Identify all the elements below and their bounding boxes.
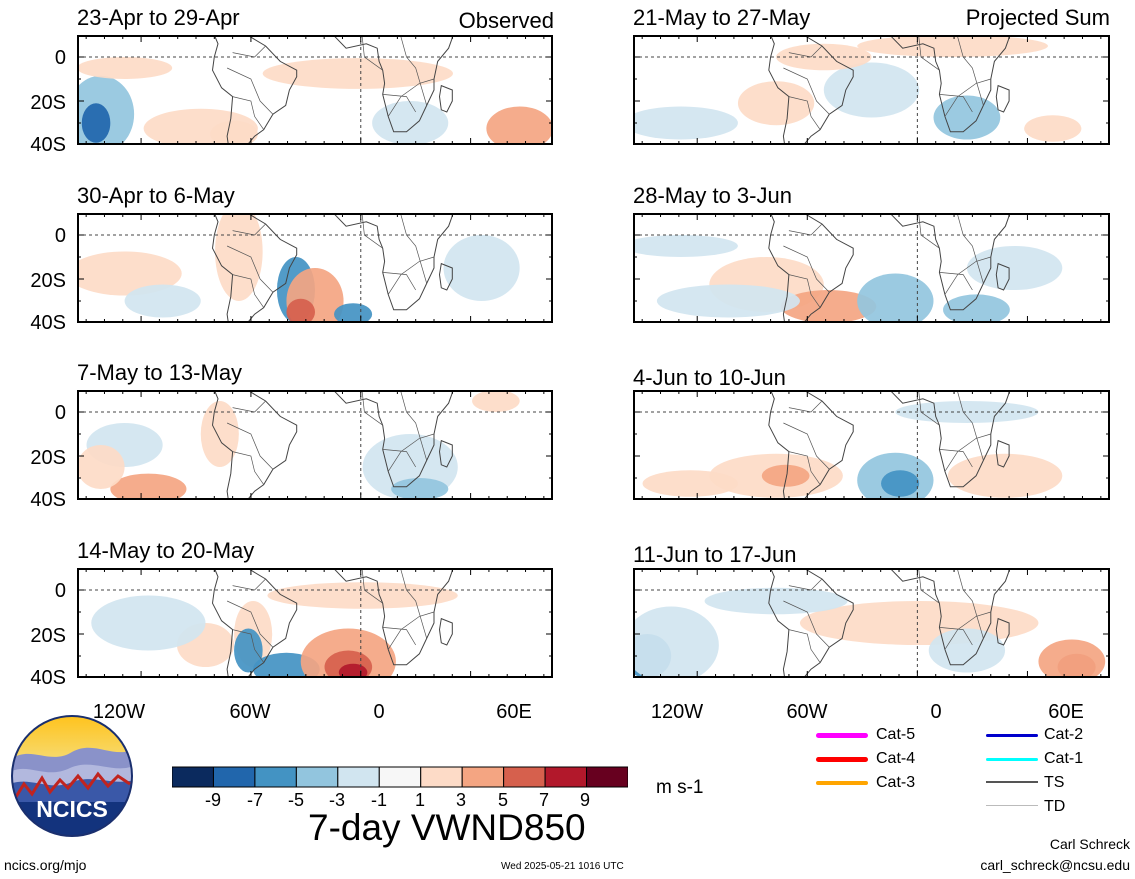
colorbar-swatch bbox=[254, 766, 297, 788]
colorbar-tick-label: 9 bbox=[579, 790, 590, 810]
colorbar-tick-label: 1 bbox=[414, 790, 425, 810]
legend-line-ts bbox=[986, 781, 1038, 783]
colorbar-tick-label: -5 bbox=[287, 790, 304, 810]
colorbar-swatch bbox=[461, 766, 505, 788]
legend-label-cat5: Cat-5 bbox=[876, 726, 916, 743]
legend-label-cat1: Cat-1 bbox=[1044, 750, 1084, 767]
panel-tag-observed: Observed bbox=[458, 8, 554, 33]
legend-line-td bbox=[986, 805, 1038, 806]
lat-label: 20S bbox=[30, 447, 66, 469]
legend-label-cat2: Cat-2 bbox=[1044, 726, 1084, 743]
map-panel-1 bbox=[77, 35, 553, 145]
colorbar-tick-label: -9 bbox=[204, 790, 221, 810]
legend-label-cat3: Cat-3 bbox=[876, 774, 916, 791]
logo-text: NCICS bbox=[36, 796, 108, 822]
lon-label: 60E bbox=[1048, 701, 1084, 723]
colorbar-tick-label: -1 bbox=[370, 790, 387, 810]
colorbar-swatch bbox=[420, 766, 463, 788]
footer-timestamp: Wed 2025-05-21 1016 UTC bbox=[501, 861, 624, 872]
legend-line-cat4 bbox=[816, 757, 868, 762]
panel-title: 14-May to 20-May bbox=[77, 538, 255, 563]
panel-title: 23-Apr to 29-Apr bbox=[77, 5, 240, 30]
colorbar-swatch bbox=[586, 766, 628, 788]
legend-line-cat2 bbox=[986, 734, 1038, 737]
legend-label-ts: TS bbox=[1044, 774, 1065, 791]
lat-label: 40S bbox=[30, 667, 66, 689]
map-panel-8 bbox=[633, 568, 1110, 678]
colorbar-tick-label: -7 bbox=[246, 790, 263, 810]
legend-line-cat5 bbox=[816, 733, 868, 738]
lon-label: 60W bbox=[786, 701, 828, 723]
panel-title: 11-Jun to 17-Jun bbox=[633, 542, 797, 567]
panel-title: 28-May to 3-Jun bbox=[633, 183, 792, 208]
ncics-logo: NCICS bbox=[11, 715, 133, 837]
panel-title: 30-Apr to 6-May bbox=[77, 183, 235, 208]
colorbar-swatch bbox=[337, 766, 380, 788]
map-panel-4 bbox=[633, 213, 1110, 323]
lat-label: 40S bbox=[30, 134, 66, 156]
figure-title: 7-day VWND850 bbox=[308, 807, 586, 848]
lon-label: 0 bbox=[373, 701, 385, 723]
lon-label: 120W bbox=[92, 701, 146, 723]
lat-label: 20S bbox=[30, 625, 66, 647]
colorbar-swatch bbox=[295, 766, 339, 788]
colorbar-tick-label: 5 bbox=[497, 790, 508, 810]
colorbar-tick-label: -3 bbox=[328, 790, 345, 810]
lon-label: 120W bbox=[650, 701, 704, 723]
lat-label: 20S bbox=[30, 92, 66, 114]
map-panel-7 bbox=[77, 568, 553, 678]
colorbar-swatch bbox=[172, 766, 214, 788]
legend-label-cat4: Cat-4 bbox=[876, 750, 916, 767]
lat-label: 0 bbox=[54, 580, 66, 602]
map-panel-2 bbox=[633, 35, 1110, 145]
lat-label: 0 bbox=[54, 225, 66, 247]
legend-label-td: TD bbox=[1044, 798, 1066, 815]
colorbar-swatch bbox=[212, 766, 256, 788]
footer-author: Carl Schreck bbox=[1049, 836, 1130, 852]
colorbar-units: m s-1 bbox=[656, 777, 704, 798]
map-panel-5 bbox=[77, 390, 553, 500]
lon-label: 60W bbox=[229, 701, 271, 723]
footer-url: ncics.org/mjo bbox=[4, 857, 87, 873]
colorbar-tick-label: 7 bbox=[538, 790, 549, 810]
footer-email: carl_schreck@ncsu.edu bbox=[980, 857, 1130, 873]
panel-tag-projected: Projected Sum bbox=[965, 5, 1110, 30]
colorbar-swatch bbox=[378, 766, 422, 788]
lat-label: 20S bbox=[30, 270, 66, 292]
legend-line-cat1 bbox=[986, 758, 1038, 761]
panel-title: 4-Jun to 10-Jun bbox=[633, 365, 786, 390]
panel-title: 21-May to 27-May bbox=[633, 5, 811, 30]
lon-label: 60E bbox=[496, 701, 532, 723]
lat-label: 40S bbox=[30, 312, 66, 334]
lat-label: 40S bbox=[30, 489, 66, 511]
panel-title: 7-May to 13-May bbox=[77, 360, 243, 385]
colorbar bbox=[172, 766, 628, 788]
colorbar-tick-label: 3 bbox=[455, 790, 466, 810]
legend-line-cat3 bbox=[816, 781, 868, 785]
lon-label: 0 bbox=[930, 701, 942, 723]
lat-label: 0 bbox=[54, 47, 66, 69]
map-panel-6 bbox=[633, 390, 1110, 500]
colorbar-swatch bbox=[544, 766, 588, 788]
colorbar-swatch bbox=[503, 766, 546, 788]
map-panel-3 bbox=[77, 213, 553, 323]
lat-label: 0 bbox=[54, 402, 66, 424]
